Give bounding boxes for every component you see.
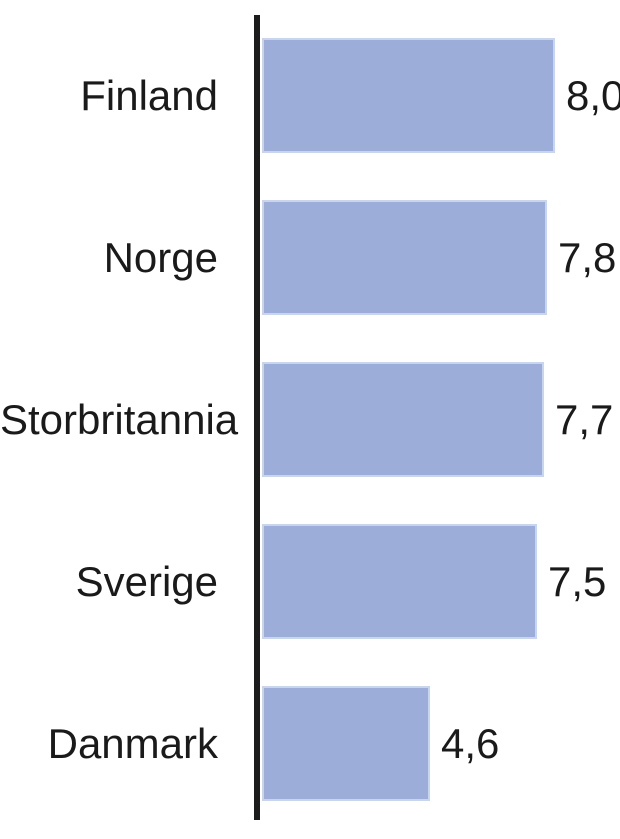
category-label: Danmark	[47, 719, 218, 767]
bar	[262, 200, 547, 315]
chart-row: Sverige 7,5	[0, 524, 620, 639]
chart-row: Finland 8,0	[0, 38, 620, 153]
value-label: 8,0	[566, 71, 620, 119]
bar	[262, 38, 555, 153]
value-label: 7,8	[558, 233, 617, 281]
value-label: 7,5	[548, 557, 607, 605]
chart-row: Storbritannia 7,7	[0, 362, 620, 477]
category-label: Sverige	[75, 557, 218, 605]
bar	[262, 524, 537, 639]
category-label: Storbritannia	[0, 395, 239, 443]
chart-rows: Finland 8,0 Norge 7,8 Storbritannia 7,7 Sverig…	[0, 38, 620, 801]
category-label: Norge	[103, 233, 218, 281]
chart-row: Danmark 4,6	[0, 686, 620, 801]
category-label: Finland	[80, 71, 218, 119]
value-label: 7,7	[555, 395, 614, 443]
y-axis-line	[254, 15, 260, 820]
bar	[262, 686, 430, 801]
value-label: 4,6	[441, 719, 500, 767]
chart-row: Norge 7,8	[0, 200, 620, 315]
bar	[262, 362, 544, 477]
